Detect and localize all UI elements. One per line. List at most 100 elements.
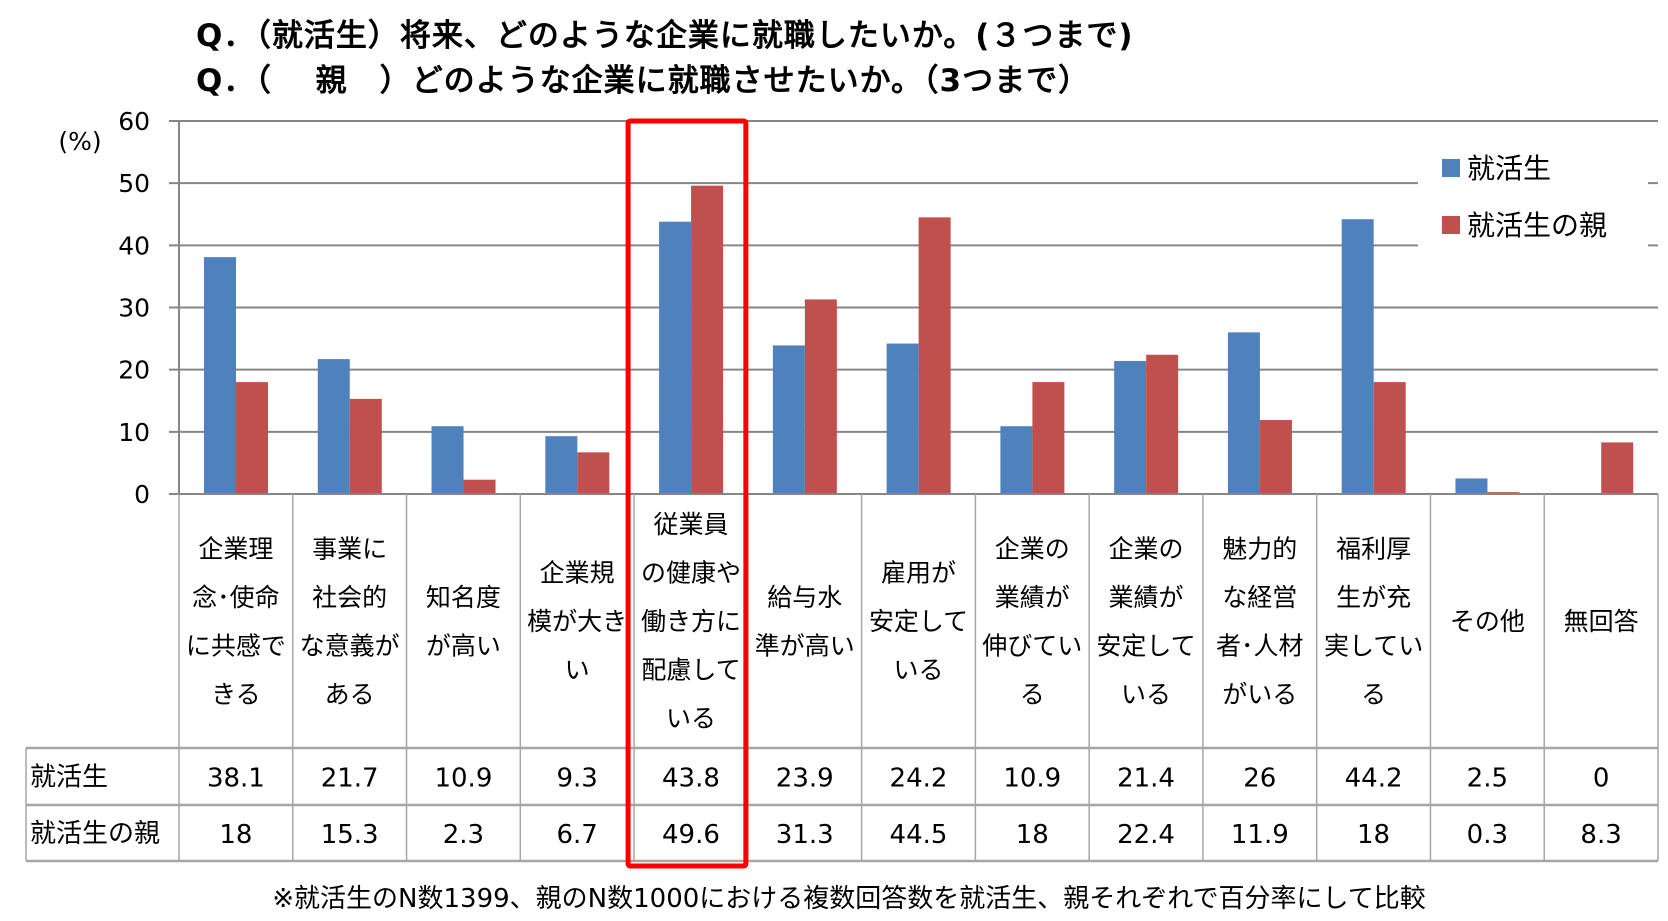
- category-label: 生が充: [1336, 583, 1411, 612]
- category-label: 実してい: [1324, 631, 1423, 660]
- bar-parent: [1146, 354, 1179, 494]
- legend-label: 就活生: [1467, 152, 1551, 185]
- category-label: 社会的: [312, 583, 387, 612]
- table-cell-value: 44.2: [1345, 764, 1403, 794]
- table-cell-value: 11.9: [1231, 820, 1289, 850]
- category-label: 知名度: [426, 583, 501, 612]
- bar-student: [659, 221, 692, 494]
- category-label: いる: [1121, 680, 1171, 709]
- category-label: 事業に: [312, 534, 387, 563]
- y-tick-label: 20: [118, 356, 150, 385]
- chart-title-line-1: Q．（就活生）将来、どのような企業に就職したいか。(３つまで): [196, 18, 1134, 54]
- bar-student: [431, 426, 464, 494]
- category-label: る: [1361, 680, 1386, 709]
- table-cell-value: 18: [1016, 820, 1049, 850]
- bar-student: [545, 436, 578, 494]
- category-label: 企業理: [198, 534, 273, 563]
- table-cell-value: 18: [219, 820, 252, 850]
- bar-student: [886, 343, 919, 494]
- bar-student: [1114, 360, 1147, 494]
- category-label: 無回答: [1564, 607, 1639, 636]
- category-label: い: [565, 656, 590, 685]
- category-label: 配慮して: [641, 656, 740, 685]
- bar-parent: [804, 299, 837, 494]
- table-cell-value: 22.4: [1117, 820, 1175, 850]
- bar-parent: [691, 185, 724, 495]
- category-label: る: [1020, 680, 1045, 709]
- table-cell-value: 9.3: [557, 764, 598, 794]
- y-tick-label: 30: [118, 294, 150, 323]
- category-label: 従業員: [653, 510, 728, 539]
- category-label: 業績が: [1109, 583, 1184, 612]
- table-cell-value: 18: [1357, 820, 1390, 850]
- category-label: がいる: [1222, 680, 1297, 709]
- bar-student: [317, 359, 350, 494]
- bar-parent: [918, 217, 951, 494]
- footnote: ※就活生のN数1399、親のN数1000における複数回答数を就活生、親それぞれで…: [272, 884, 1426, 914]
- legend-label: 就活生の親: [1467, 209, 1607, 242]
- category-label: 者･人材: [1216, 631, 1304, 660]
- category-label: 福利厚: [1336, 534, 1411, 563]
- category-label: 企業の: [995, 534, 1070, 563]
- bar-student: [1341, 219, 1374, 494]
- y-tick-label: 10: [118, 418, 150, 447]
- y-tick-label: 60: [118, 107, 150, 136]
- bar-student: [772, 345, 805, 494]
- category-label: 模が大き: [527, 607, 627, 636]
- category-label: 安定して: [869, 607, 968, 636]
- table-cell-value: 44.5: [890, 820, 948, 850]
- category-label: 雇用が: [881, 559, 956, 588]
- category-label: 準が高い: [755, 631, 855, 660]
- chart-title-line-2: Q．（ 親 ）どのような企業に就職させたいか。（3つまで）: [196, 63, 1091, 99]
- category-label: が高い: [426, 631, 501, 660]
- category-label: 働き方に: [641, 607, 741, 636]
- bar-parent: [463, 479, 496, 494]
- table-cell-value: 10.9: [434, 764, 492, 794]
- table-cell-value: 0.3: [1467, 820, 1508, 850]
- legend-swatch: [1442, 159, 1460, 177]
- bar-parent: [1601, 442, 1634, 494]
- category-label: 企業規: [540, 559, 615, 588]
- category-label: いる: [666, 704, 716, 733]
- category-label: 業績が: [995, 583, 1070, 612]
- bar-parent: [236, 382, 268, 494]
- category-label: 魅力的: [1222, 534, 1297, 563]
- category-label: 念･使命: [192, 583, 280, 612]
- table-cell-value: 38.1: [207, 764, 265, 794]
- category-label: な経営: [1222, 583, 1297, 612]
- category-label: に共感で: [186, 631, 286, 660]
- table-cell-value: 2.5: [1467, 764, 1508, 794]
- table-cell-value: 21.4: [1117, 764, 1175, 794]
- table-cell-value: 26: [1243, 764, 1276, 794]
- table-cell-value: 49.6: [662, 820, 720, 850]
- bar-parent: [1373, 382, 1406, 494]
- table-cell-value: 0: [1593, 764, 1610, 794]
- category-label: きる: [211, 680, 261, 709]
- bar-parent: [1259, 420, 1292, 494]
- bar-parent: [349, 398, 382, 494]
- y-tick-label: 0: [134, 480, 150, 509]
- bar-student: [1000, 426, 1033, 494]
- bar-parent: [1032, 382, 1065, 494]
- category-label: ある: [325, 680, 375, 709]
- category-label: の健康や: [641, 559, 741, 588]
- table-row-header: 就活生の親: [30, 819, 160, 849]
- y-axis-label: (%): [58, 127, 101, 156]
- highlight-box: [625, 118, 749, 869]
- table-cell-value: 2.3: [443, 820, 484, 850]
- bar-student: [1227, 332, 1260, 494]
- table-cell-value: 21.7: [321, 764, 379, 794]
- y-tick-label: 40: [118, 231, 150, 260]
- legend-swatch: [1442, 216, 1460, 234]
- category-label: 給与水: [767, 583, 842, 612]
- bar-student: [204, 257, 236, 494]
- category-label: 伸びてい: [982, 631, 1082, 660]
- category-label: その他: [1450, 607, 1525, 636]
- bar-parent: [577, 452, 610, 494]
- y-tick-label: 50: [118, 169, 150, 198]
- table-cell-value: 23.9: [776, 764, 834, 794]
- table-row-header: 就活生: [30, 763, 108, 793]
- table-cell-value: 15.3: [321, 820, 379, 850]
- table-cell-value: 24.2: [890, 764, 948, 794]
